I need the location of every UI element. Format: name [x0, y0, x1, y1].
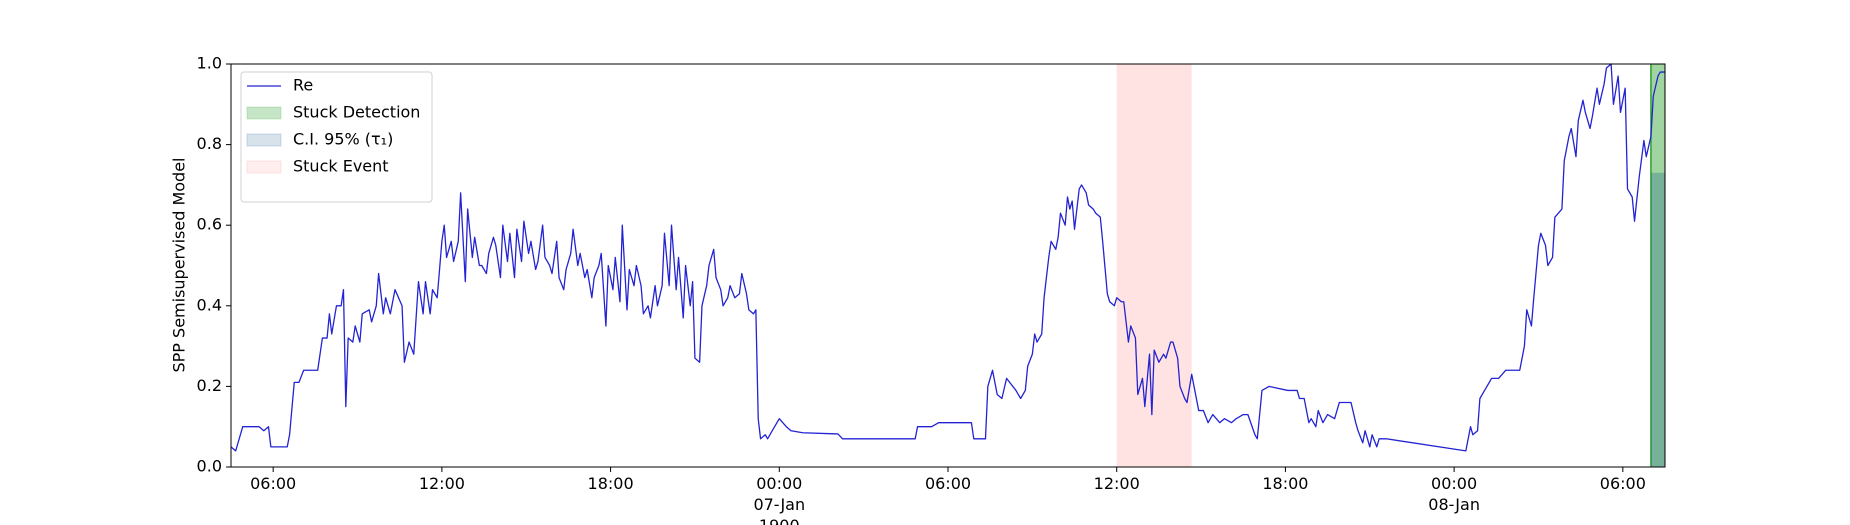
y-tick-label: 0.0 [197, 457, 222, 476]
x-tick-label: 18:00 [587, 474, 634, 493]
x-tick-label: 00:00 07-Jan 1900 [753, 474, 806, 525]
y-tick-label: 0.8 [197, 134, 222, 153]
legend-box [240, 71, 433, 203]
x-tick-label: 12:00 [1093, 474, 1140, 493]
x-tick-label: 06:00 [250, 474, 297, 493]
span [1650, 64, 1665, 467]
legend-label: Re [293, 76, 313, 95]
span [1650, 172, 1665, 467]
legend-label: Stuck Detection [293, 103, 420, 122]
legend-patch [246, 160, 282, 174]
legend-patch [246, 133, 282, 147]
x-tick-label: 12:00 [418, 474, 465, 493]
legend-label: C.I. 95% (τ₁) [293, 130, 393, 149]
legend-patch [246, 106, 282, 120]
legend: Re Stuck Detection C.I. 95% (τ₁) Stuck Even… [240, 71, 433, 203]
y-tick-label: 0.6 [197, 215, 222, 234]
y-tick-label: 0.4 [197, 295, 222, 314]
plot-frame [230, 63, 1666, 468]
x-tick-label: 00:00 08-Jan [1428, 474, 1480, 514]
legend-label: Stuck Event [293, 157, 389, 176]
y-tick-label: 1.0 [197, 54, 222, 73]
x-tick-label: 06:00 [924, 474, 972, 493]
line [230, 63, 1665, 452]
x-tick-label: 06:00 [1599, 474, 1646, 493]
y-axis-label: SPP Semisupervised Model [170, 158, 189, 373]
x-tick-label: 18:00 [1262, 474, 1309, 493]
span [1116, 64, 1192, 467]
y-tick-label: 0.2 [197, 376, 222, 395]
